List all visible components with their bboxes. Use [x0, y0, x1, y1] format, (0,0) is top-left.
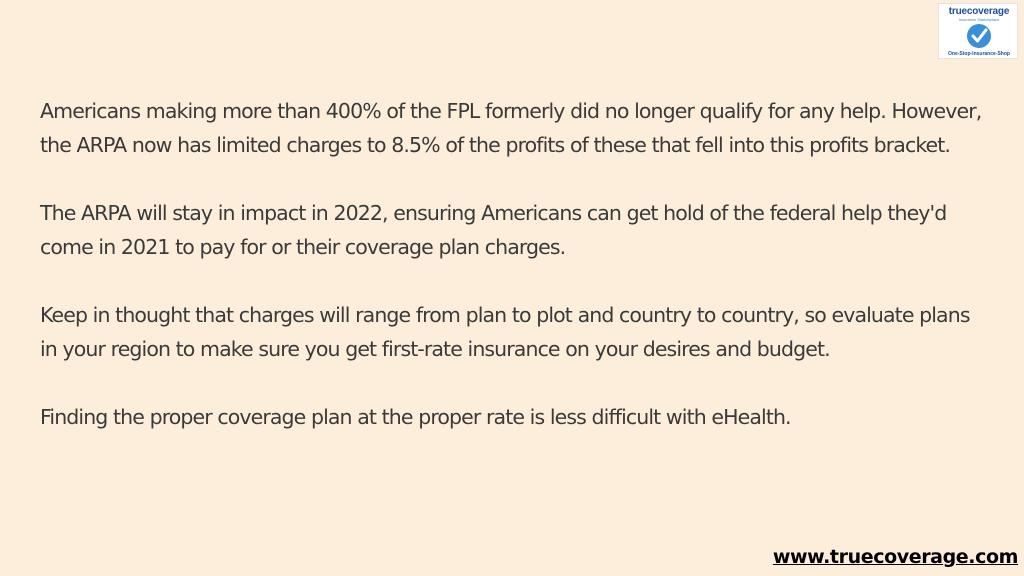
paragraph-3: Keep in thought that charges will range …: [40, 303, 971, 361]
logo-tagline: One-Stop-Insurance-Shop: [948, 51, 1010, 57]
paragraph-4: Finding the proper coverage plan at the …: [40, 405, 792, 429]
website-link[interactable]: www.truecoverage.com: [772, 546, 1019, 568]
paragraph-1: Americans making more than 400% of the F…: [40, 99, 982, 157]
body-text: Americans making more than 400% of the F…: [40, 94, 990, 468]
paragraph-2: The ARPA will stay in impact in 2022, en…: [40, 201, 947, 259]
checkmark-circle-icon: [967, 24, 991, 48]
logo-brand-name: truecoverage: [948, 6, 1010, 17]
brand-logo: truecoverage Insurance Marketplace One-S…: [938, 3, 1018, 59]
logo-subtitle: Insurance Marketplace: [958, 17, 1000, 22]
